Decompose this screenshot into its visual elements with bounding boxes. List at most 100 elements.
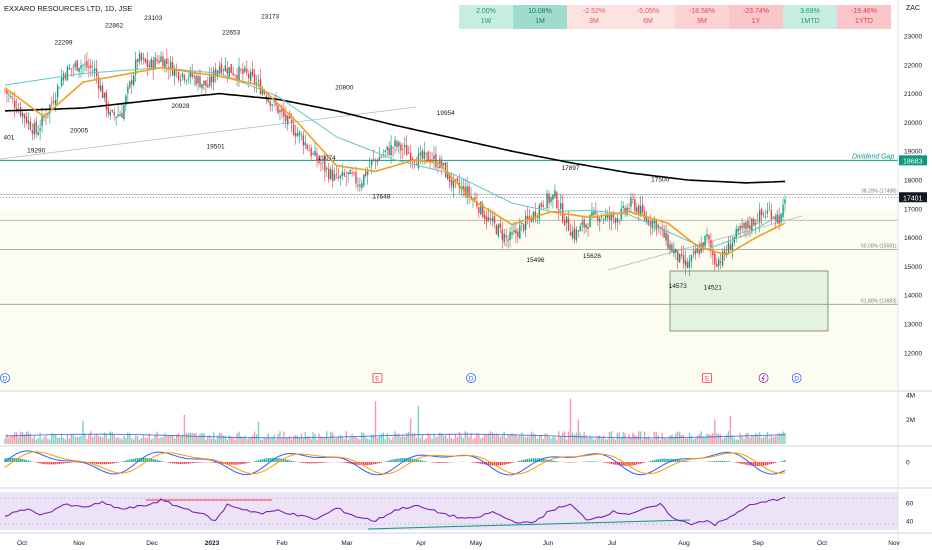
candle-body	[31, 130, 33, 134]
candle-body	[544, 207, 546, 209]
volume-bar	[331, 432, 334, 444]
macd-bar	[774, 462, 776, 463]
candle-body	[324, 159, 326, 172]
volume-bar	[58, 437, 61, 444]
price-pane[interactable]: Dividend Gap 18683 38.20% (17498) 50.00% (1…	[0, 0, 927, 390]
macd-bar	[782, 460, 784, 462]
volume-bar	[587, 438, 589, 444]
swing-label: 17500	[651, 176, 669, 183]
macd-bar	[10, 457, 12, 462]
macd-bar	[628, 462, 630, 466]
volume-bar	[725, 434, 728, 444]
volume-bar	[569, 398, 572, 444]
price-tick: 13000	[904, 322, 922, 329]
macd-bar	[37, 462, 39, 464]
candle-body	[519, 225, 521, 239]
candle-body	[189, 70, 191, 77]
macd-bar	[41, 462, 43, 464]
rsi-pane[interactable]	[0, 492, 898, 530]
macd-bar	[760, 462, 763, 466]
candle-body	[764, 216, 767, 218]
volume-bar	[310, 439, 312, 444]
candle-body	[300, 134, 303, 136]
candle-body	[563, 219, 566, 226]
macd-bar	[780, 461, 782, 462]
macd-bar	[448, 462, 451, 463]
volume-bar	[160, 437, 162, 444]
volume-bar	[445, 435, 447, 444]
candle-body	[6, 90, 8, 95]
volume-bar	[222, 435, 225, 444]
volume-bar	[183, 414, 186, 444]
volume-bar	[16, 432, 18, 444]
candle-body	[437, 166, 439, 168]
macd-bar	[770, 462, 773, 465]
macd-pane[interactable]	[4, 450, 786, 476]
candle-body	[296, 133, 299, 137]
macd-bar	[191, 462, 193, 464]
volume-bar	[285, 436, 287, 444]
volume-bar	[595, 438, 597, 444]
volume-bar	[134, 435, 137, 444]
macd-bar	[179, 462, 182, 464]
volume-bar	[458, 432, 461, 444]
candle-body	[601, 217, 603, 219]
macd-bar	[27, 460, 30, 462]
candle-body	[251, 69, 254, 76]
macd-bar	[528, 458, 531, 462]
macd-bar	[144, 457, 147, 462]
candle-body	[70, 68, 72, 70]
candle-body	[503, 233, 505, 243]
volume-pane[interactable]	[0, 393, 898, 445]
macd-bar	[632, 462, 634, 466]
candle-body	[322, 162, 324, 163]
candle-body	[641, 204, 644, 213]
macd-bar	[472, 462, 474, 463]
candle-body	[591, 211, 593, 217]
candle-body	[602, 218, 605, 220]
macd-bar	[747, 462, 749, 466]
candle-body	[396, 141, 398, 147]
volume-bar	[242, 437, 244, 444]
candle-body	[673, 250, 675, 254]
macd-bar	[682, 460, 685, 462]
volume-bar	[23, 434, 26, 444]
volume-bar	[234, 439, 236, 444]
macd-bar	[394, 459, 396, 462]
macd-bar	[269, 458, 271, 462]
time-axis[interactable]: Oct Nov Dec 2023 Feb Mar Apr May Jun Jul Aug Sep Oct…	[17, 540, 901, 547]
volume-bar	[158, 438, 160, 444]
volume-bar	[663, 438, 665, 444]
macd-bar	[25, 460, 28, 462]
candle-body	[345, 175, 347, 177]
volume-bar	[665, 438, 667, 444]
price-axis[interactable]: 12000 13000 14000 15000 16000 17000 18000 19000…	[0, 34, 927, 358]
split-marker-icon	[758, 373, 769, 383]
volume-bar	[376, 437, 379, 444]
volume-bar	[620, 437, 622, 444]
macd-bar	[134, 458, 137, 462]
volume-bar	[99, 436, 102, 444]
candle-body	[240, 69, 242, 71]
volume-bar	[37, 438, 39, 444]
candle-body	[359, 184, 361, 187]
candle-body	[234, 75, 236, 76]
macd-bar	[265, 458, 267, 462]
volume-bar	[230, 437, 232, 444]
candle-body	[154, 57, 156, 70]
price-tick: 16000	[904, 235, 922, 242]
macd-bar	[591, 461, 593, 462]
macd-bar	[653, 460, 656, 462]
volume-bar	[454, 434, 457, 444]
macd-bar	[679, 460, 681, 462]
candle-body	[187, 77, 189, 79]
volume-bar	[47, 438, 49, 444]
candle-body	[782, 204, 784, 217]
volume-bar	[125, 438, 127, 444]
candle-body	[757, 222, 759, 224]
candle-body	[439, 158, 441, 169]
volume-bar	[661, 432, 663, 444]
candle-body	[230, 64, 232, 74]
